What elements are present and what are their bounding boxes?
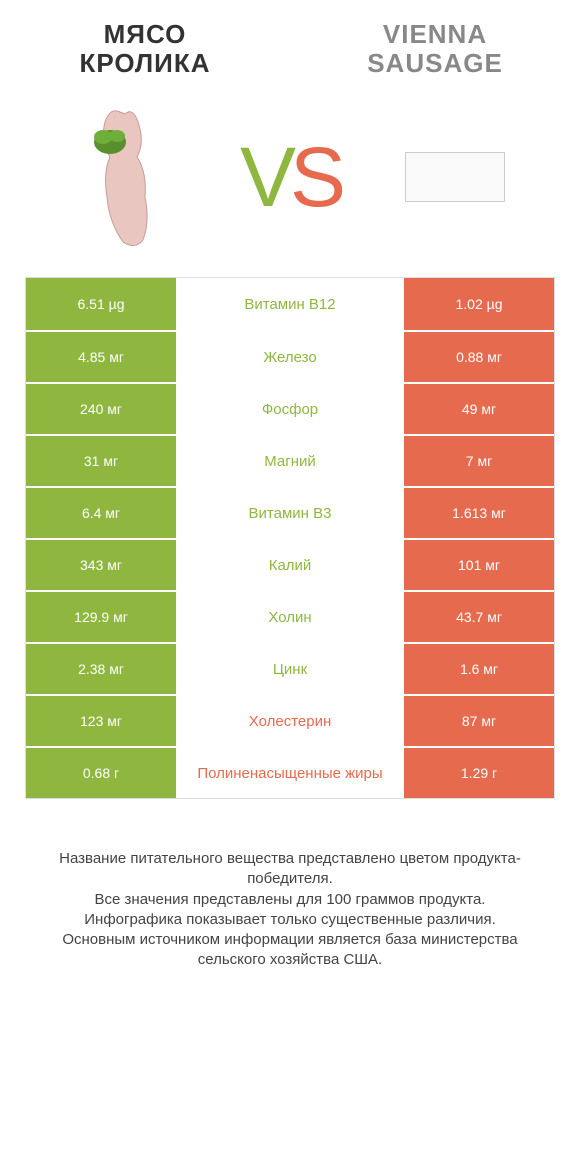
title-left-food: МЯСО КРОЛИКА	[45, 20, 245, 77]
footer-notes: Название питательного вещества представл…	[0, 799, 580, 971]
right-value-cell: 0.88 мг	[404, 332, 554, 382]
table-row: 6.4 мгВитамин B31.613 мг	[26, 486, 554, 538]
right-value-cell: 49 мг	[404, 384, 554, 434]
right-food-image	[390, 102, 520, 252]
table-row: 2.38 мгЦинк1.6 мг	[26, 642, 554, 694]
left-value-cell: 129.9 мг	[26, 592, 176, 642]
right-value-cell: 1.29 г	[404, 748, 554, 798]
footer-line: Название питательного вещества представл…	[30, 849, 550, 890]
nutrient-name-cell: Железо	[176, 332, 404, 382]
right-value-cell: 1.6 мг	[404, 644, 554, 694]
nutrient-name-cell: Витамин B3	[176, 488, 404, 538]
title-right-food: VIENNA SAUSAGE	[335, 20, 535, 77]
rabbit-meat-icon	[75, 102, 175, 252]
right-value-cell: 43.7 мг	[404, 592, 554, 642]
footer-line: Инфографика показывает только существенн…	[30, 910, 550, 930]
left-value-cell: 6.4 мг	[26, 488, 176, 538]
nutrient-name-cell: Холин	[176, 592, 404, 642]
table-row: 0.68 гПолиненасыщенные жиры1.29 г	[26, 746, 554, 798]
nutrient-name-cell: Холестерин	[176, 696, 404, 746]
nutrient-name-cell: Калий	[176, 540, 404, 590]
table-row: 4.85 мгЖелезо0.88 мг	[26, 330, 554, 382]
table-row: 6.51 µgВитамин B121.02 µg	[26, 278, 554, 330]
table-row: 129.9 мгХолин43.7 мг	[26, 590, 554, 642]
left-value-cell: 123 мг	[26, 696, 176, 746]
right-value-cell: 7 мг	[404, 436, 554, 486]
right-value-cell: 87 мг	[404, 696, 554, 746]
left-value-cell: 343 мг	[26, 540, 176, 590]
vs-label: VS	[240, 129, 340, 226]
left-value-cell: 0.68 г	[26, 748, 176, 798]
nutrient-name-cell: Полиненасыщенные жиры	[176, 748, 404, 798]
left-value-cell: 2.38 мг	[26, 644, 176, 694]
right-value-cell: 1.02 µg	[404, 278, 554, 330]
table-row: 240 мгФосфор49 мг	[26, 382, 554, 434]
left-value-cell: 31 мг	[26, 436, 176, 486]
left-food-image	[60, 102, 190, 252]
nutrient-name-cell: Фосфор	[176, 384, 404, 434]
footer-line: Все значения представлены для 100 граммо…	[30, 890, 550, 910]
vs-v: V	[240, 130, 290, 224]
right-value-cell: 101 мг	[404, 540, 554, 590]
nutrient-comparison-table: 6.51 µgВитамин B121.02 µg4.85 мгЖелезо0.…	[25, 277, 555, 799]
table-row: 343 мгКалий101 мг	[26, 538, 554, 590]
nutrient-name-cell: Магний	[176, 436, 404, 486]
left-value-cell: 4.85 мг	[26, 332, 176, 382]
left-value-cell: 6.51 µg	[26, 278, 176, 330]
vs-s: S	[290, 130, 340, 224]
right-value-cell: 1.613 мг	[404, 488, 554, 538]
footer-line: Основным источником информации является …	[30, 930, 550, 971]
nutrient-name-cell: Цинк	[176, 644, 404, 694]
nutrient-name-cell: Витамин B12	[176, 278, 404, 330]
header: МЯСО КРОЛИКА VIENNA SAUSAGE	[0, 0, 580, 87]
table-row: 31 мгМагний7 мг	[26, 434, 554, 486]
images-row: VS	[0, 87, 580, 277]
left-value-cell: 240 мг	[26, 384, 176, 434]
placeholder-box-icon	[405, 152, 505, 202]
table-row: 123 мгХолестерин87 мг	[26, 694, 554, 746]
